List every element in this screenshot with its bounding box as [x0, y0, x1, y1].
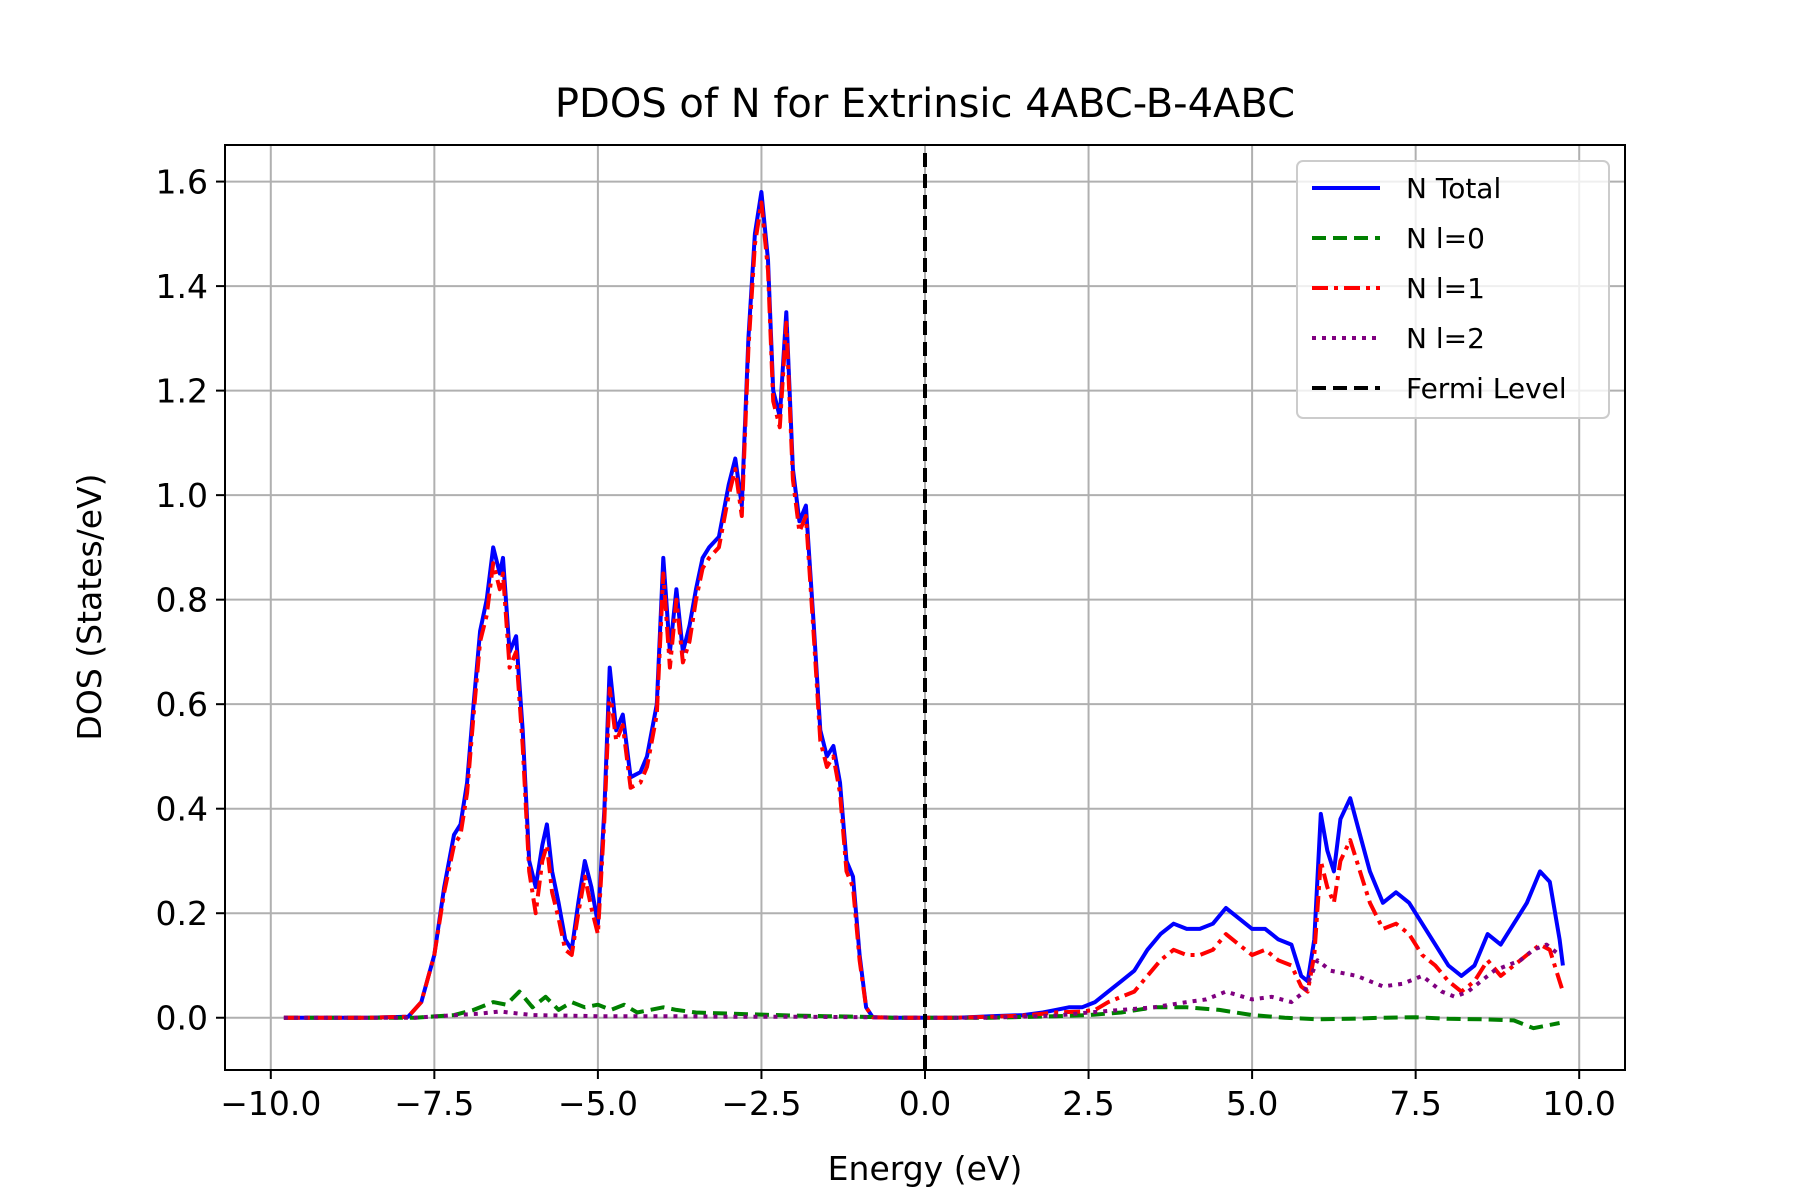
series-group	[283, 145, 1565, 1070]
legend: N Total N l=0 N l=1 N l=2 Fermi Level	[1296, 160, 1610, 419]
legend-label-n-l-2: N l=2	[1406, 322, 1485, 355]
x-tick-label: 5.0	[1226, 1084, 1278, 1123]
x-tick-label: 7.5	[1389, 1084, 1441, 1123]
y-tick-label: 0.4	[156, 790, 208, 829]
y-axis-ticks: 0.0 0.2 0.4 0.6 0.8 1.0 1.2 1.4 1.6	[156, 163, 225, 1038]
y-tick-label: 1.0	[156, 476, 208, 515]
x-tick-label: −7.5	[394, 1084, 474, 1123]
legend-label-n-l-1: N l=1	[1406, 272, 1485, 305]
y-tick-label: 0.0	[156, 999, 208, 1038]
series-line-n-l-1	[283, 200, 1565, 1020]
x-tick-label: 0.0	[899, 1084, 951, 1123]
series-line-n-l-0	[283, 989, 1560, 1031]
y-axis-label: DOS (States/eV)	[70, 473, 109, 740]
x-tick-label: 2.5	[1062, 1084, 1114, 1123]
series-line-n-total	[283, 190, 1565, 1020]
legend-label-n-total: N Total	[1406, 172, 1501, 205]
legend-label-n-l-0: N l=0	[1406, 222, 1485, 255]
x-tick-label: −10.0	[220, 1084, 321, 1123]
chart-title: PDOS of N for Extrinsic 4ABC-B-4ABC	[555, 81, 1295, 127]
y-tick-label: 1.6	[156, 163, 208, 202]
y-tick-label: 1.2	[156, 372, 208, 411]
y-tick-label: 0.8	[156, 581, 208, 620]
y-tick-label: 0.6	[156, 685, 208, 724]
x-tick-label: 10.0	[1542, 1084, 1615, 1123]
y-tick-label: 1.4	[156, 267, 208, 306]
legend-label-fermi-level: Fermi Level	[1406, 372, 1567, 405]
x-tick-label: −5.0	[558, 1084, 638, 1123]
x-tick-label: −2.5	[721, 1084, 801, 1123]
y-tick-label: 0.2	[156, 894, 208, 933]
x-axis-ticks: −10.0 −7.5 −5.0 −2.5 0.0 2.5 5.0 7.5 10.0	[220, 1070, 1616, 1123]
legend-box	[1296, 160, 1610, 419]
x-axis-label: Energy (eV)	[828, 1149, 1023, 1188]
